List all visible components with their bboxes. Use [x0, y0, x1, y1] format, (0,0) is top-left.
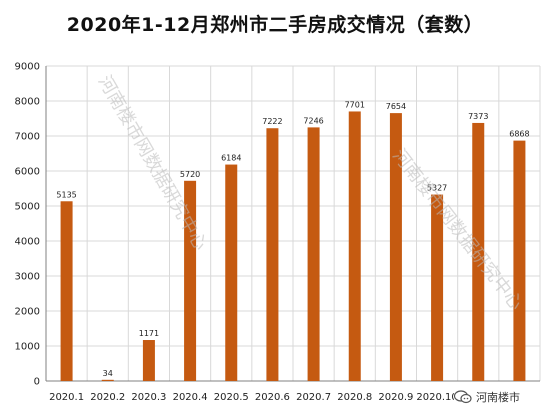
data-label: 34	[103, 369, 113, 378]
data-label: 6868	[509, 130, 529, 139]
watermark-text: 河南楼市网数据研究中心	[94, 72, 211, 254]
chat-bubble-icon	[454, 390, 472, 404]
bar	[307, 127, 320, 381]
x-tick-label: 2020.9	[378, 392, 413, 403]
axes: 0 1000 2000 3000 4000 5000 6000 7000 8000 9000	[15, 62, 540, 388]
y-tick-label: 1000	[15, 342, 40, 353]
bar	[101, 379, 114, 381]
data-label: 7246	[303, 116, 323, 125]
bar	[389, 113, 402, 382]
brand-logo-text: 河南楼市	[476, 391, 520, 404]
data-label: 6184	[221, 154, 241, 163]
bar	[431, 194, 444, 381]
y-tick-label: 9000	[15, 62, 40, 73]
x-tick-label: 2020.8	[337, 392, 372, 403]
data-label: 7222	[262, 117, 282, 126]
x-tick-label: 2020.2	[90, 392, 125, 403]
bar	[184, 180, 197, 381]
bar	[142, 340, 155, 381]
data-label: 7701	[345, 100, 365, 109]
y-tick-label: 6000	[15, 167, 40, 178]
x-tick-label: 2020.5	[214, 392, 249, 403]
y-tick-label: 3000	[15, 272, 40, 283]
x-tick-label: 2020.7	[296, 392, 331, 403]
y-tick-label: 8000	[15, 97, 40, 108]
y-tick-label: 2000	[15, 307, 40, 318]
bars	[60, 111, 526, 382]
y-tick-label: 0	[34, 377, 40, 388]
bar	[60, 201, 73, 381]
chart-title: 2020年1-12月郑州市二手房成交情况（套数）	[66, 14, 484, 36]
x-tick-label: 2020.4	[173, 392, 208, 403]
brand-logo: 河南楼市	[454, 386, 550, 408]
data-label: 7373	[468, 112, 488, 121]
data-label: 1171	[139, 329, 159, 338]
data-label: 5327	[427, 184, 447, 193]
data-label: 5720	[180, 170, 200, 179]
bar	[348, 111, 361, 381]
y-tick-label: 4000	[15, 237, 40, 248]
bar	[266, 128, 279, 381]
x-tick-label: 2020.1	[49, 392, 84, 403]
x-tick-label: 2020.6	[255, 392, 290, 403]
bar	[472, 122, 485, 381]
bar	[513, 140, 526, 381]
data-label: 7654	[386, 102, 406, 111]
y-tick-label: 7000	[15, 132, 40, 143]
x-tick-label: 2020.10	[416, 392, 457, 403]
x-tick-label: 2020.3	[131, 392, 166, 403]
bar	[225, 164, 238, 381]
data-label: 5135	[56, 190, 76, 199]
y-tick-label: 5000	[15, 202, 40, 213]
